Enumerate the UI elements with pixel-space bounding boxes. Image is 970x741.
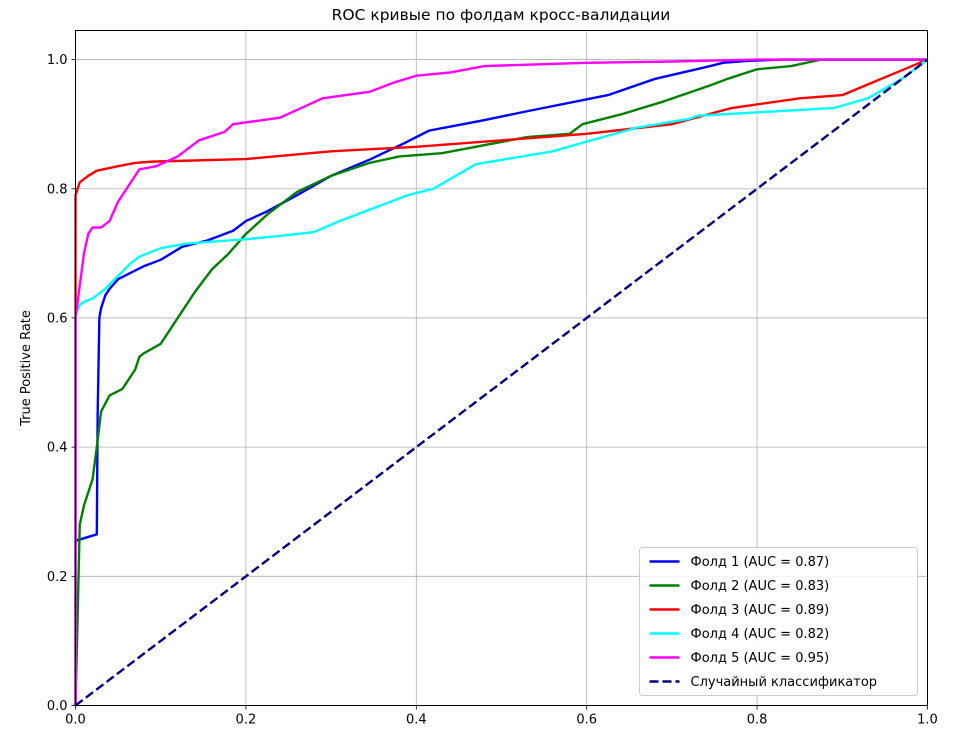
axis-ticks: 0.0 0.2 0.4 0.6 0.8 1.0 0.0 0.2 0.4 0.6 0.8 1.0 bbox=[47, 53, 938, 727]
series-line-3 bbox=[74, 58, 928, 706]
x-tick-label: 0.8 bbox=[747, 713, 768, 728]
legend: Фолд 1 (AUC = 0.87) Фолд 2 (AUC = 0.83) Фо… bbox=[639, 547, 918, 696]
y-tick-label: 0.8 bbox=[47, 182, 68, 197]
legend-label-2: Фолд 2 (AUC = 0.83) bbox=[691, 579, 830, 594]
legend-label-6: Случайный классификатор bbox=[691, 675, 878, 690]
series-line-6 bbox=[74, 58, 929, 707]
series-line-2 bbox=[74, 58, 928, 706]
y-tick-label: 0.4 bbox=[47, 441, 68, 456]
y-axis-label: True Positive Rate bbox=[19, 310, 34, 427]
chart-title: ROC кривые по фолдам кросс-валидации bbox=[332, 6, 671, 24]
y-tick-label: 0.6 bbox=[47, 311, 68, 326]
x-tick-label: 0.0 bbox=[65, 713, 86, 728]
y-tick-label: 1.0 bbox=[47, 53, 68, 68]
series-line-5 bbox=[74, 58, 928, 706]
x-tick-label: 0.6 bbox=[576, 713, 597, 728]
y-tick-label: 0.0 bbox=[47, 699, 68, 714]
y-tick-label: 0.2 bbox=[47, 570, 68, 585]
legend-box bbox=[639, 547, 918, 696]
x-tick-label: 0.4 bbox=[406, 713, 427, 728]
plot-frame bbox=[75, 30, 928, 706]
legend-label-4: Фолд 4 (AUC = 0.82) bbox=[691, 627, 830, 642]
legend-label-1: Фолд 1 (AUC = 0.87) bbox=[691, 555, 830, 570]
legend-label-5: Фолд 5 (AUC = 0.95) bbox=[691, 651, 830, 666]
x-tick-label: 1.0 bbox=[917, 713, 938, 728]
series-line-1 bbox=[74, 58, 928, 706]
series-line-4 bbox=[74, 58, 929, 706]
legend-label-3: Фолд 3 (AUC = 0.89) bbox=[691, 603, 830, 618]
plot-lines bbox=[74, 58, 929, 707]
x-tick-label: 0.2 bbox=[236, 713, 257, 728]
